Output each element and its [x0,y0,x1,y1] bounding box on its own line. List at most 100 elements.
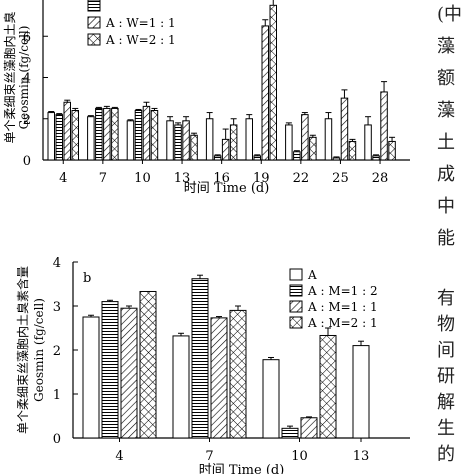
legend-label: A : W=2 : 1 [105,33,176,47]
panel-label: b [83,271,91,286]
bar [285,124,293,161]
bar [319,334,337,439]
side-char: 解 [437,392,455,413]
side-char: (中 [437,4,463,25]
bar [191,278,209,439]
legend-label: A : M=2 : 1 [307,316,378,330]
bar [47,112,55,161]
bar [205,118,214,161]
y-tick-label: 1 [53,388,61,403]
legend-swatch [289,316,303,329]
bar [172,335,190,439]
y-axis-label-en: Geosmin (fg/cell) [32,298,46,402]
bar [142,105,151,161]
bar [190,134,198,161]
legend-label: A : M=1 : 2 [307,284,378,298]
bar [101,301,119,439]
x-tick-label: 10 [134,171,151,186]
bar [174,124,182,161]
bar [166,120,174,161]
bar [352,345,370,439]
side-char: 藻 [437,36,455,57]
y-tick-label: 2 [53,344,61,359]
bar [372,155,380,161]
side-char: 有 [437,288,455,309]
bar [120,307,138,439]
y-axis-label-en: Geosmin (fg/cell) [17,26,31,130]
bar [388,140,396,161]
side-char: 成 [437,164,455,185]
y-tick-label: 6 [23,30,31,45]
y-tick-label: 0 [53,432,61,447]
bar [103,107,111,161]
y-tick-label: 0 [23,154,31,169]
y-axis-label-cn: 单个柔细束丝藻胞内土臭 [2,11,17,143]
x-tick-label: 25 [332,171,349,186]
bar [229,309,247,439]
bar [340,97,349,161]
x-tick-label: 13 [174,171,191,186]
side-char: 能 [437,228,455,249]
x-axis-label: 时间 Time (d) [199,463,285,474]
x-tick-label: 7 [99,171,107,186]
legend-swatch [87,33,101,46]
side-char: 间 [437,340,455,361]
bar [111,107,119,161]
bar [293,151,301,161]
y-axis-label-cn: 单个柔细束丝藻胞内土臭素含量 [15,266,30,434]
legend-label: A : W=1 : 1 [105,16,176,30]
bar [87,116,95,161]
bar [71,110,79,161]
bar [300,417,318,439]
side-char: 土 [437,132,455,153]
x-tick-label: 4 [59,171,67,186]
side-char: 中 [437,196,455,217]
x-tick-label: 16 [213,171,230,186]
legend-swatch [87,16,101,29]
side-char: 藻 [437,100,455,121]
y-tick-label: 4 [23,72,31,87]
x-tick-label: 7 [205,449,213,464]
bar [281,427,299,439]
bar [324,118,333,161]
legend-label: A [307,268,317,282]
bar [63,101,71,161]
x-tick-label: 13 [353,449,370,464]
bar [253,155,261,161]
legend-label: A : M=1 : 1 [307,300,378,314]
y-tick-label: 3 [53,300,61,315]
side-char: 生 [437,418,455,439]
bar [364,124,372,161]
legend-swatch [87,0,101,12]
bar [262,359,280,439]
x-tick-label: 10 [291,449,308,464]
legend-swatch [289,268,303,281]
bar [221,138,230,161]
bar [126,120,135,161]
x-tick-label: 28 [372,171,389,186]
bar [380,91,388,161]
bar [95,107,103,161]
bar [245,118,253,161]
bar [139,290,157,439]
bar [301,114,309,161]
chart-b: 0 1 2 3 4 4 7 10 13 时间 Time (d) 单个柔细束丝藻胞内土臭素含量 Geos… [15,256,410,474]
bar [269,4,277,161]
bar [348,140,357,161]
legend-swatch [289,284,303,297]
x-tick-label: 4 [115,449,123,464]
side-char: 物 [437,314,455,335]
bar [150,110,159,161]
y-tick-label: 2 [23,113,31,128]
x-tick-label: 19 [253,171,270,186]
bar [309,136,317,161]
bar [210,317,228,439]
bar [229,124,238,161]
side-char: 研 [437,366,455,387]
bar [261,25,269,161]
bar [82,316,100,439]
x-tick-label: 22 [293,171,310,186]
side-char: 的 [437,444,455,465]
bar [332,157,341,161]
